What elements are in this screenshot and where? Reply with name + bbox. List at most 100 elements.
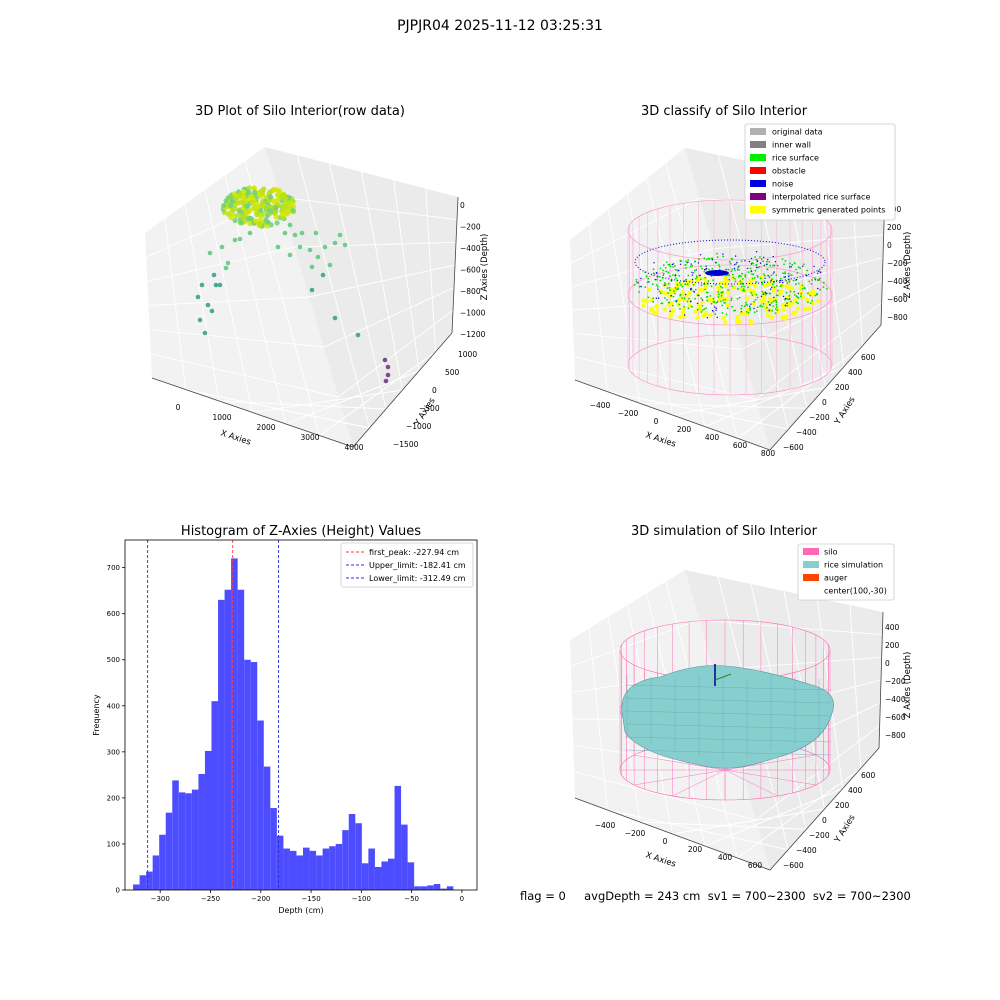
x-axis-label: X Axies (644, 430, 677, 449)
rice-surface-point (807, 301, 809, 304)
rice-surface-point (652, 297, 655, 300)
rice-surface-point (647, 296, 650, 299)
rice-surface-point (763, 274, 766, 277)
rice-surface-point (818, 277, 821, 280)
symmetric-point (785, 301, 790, 307)
symmetric-point (716, 286, 721, 292)
rice-surface-point (721, 304, 724, 307)
rice-surface-point (774, 312, 777, 315)
left-pane (145, 147, 353, 447)
noise-point (674, 274, 676, 277)
rice-surface-point (814, 294, 817, 297)
symmetric-point (698, 287, 703, 293)
z-tick-label: 200 (887, 223, 902, 232)
x-axis-label: X Axies (219, 428, 252, 447)
rice-surface-point (804, 287, 806, 290)
noise-point (763, 264, 766, 267)
silo-floor-spoke (724, 754, 816, 771)
rice-surface-point (735, 262, 738, 265)
noise-point (780, 279, 782, 282)
rice-surface-point (731, 273, 734, 276)
noise-point (695, 269, 697, 271)
rice-surface-point (811, 300, 814, 302)
legend-label: first_peak: -227.94 cm (369, 548, 459, 557)
rice-surface-point (684, 267, 687, 269)
rice-surface-point (768, 261, 771, 263)
x-tick-label: 4000 (344, 443, 363, 452)
rice-surface-point (822, 286, 825, 288)
noise-point (715, 309, 717, 311)
rice-surface-point (773, 286, 776, 289)
rice-surface-point (739, 280, 742, 283)
rice-surface-point (759, 256, 761, 258)
z-tick-label: 400 (885, 623, 900, 632)
rice-surface-point (728, 261, 731, 263)
rice-surface-point (794, 294, 796, 296)
rice-surface-point (809, 302, 812, 305)
symmetric-point (647, 287, 652, 293)
rice-surface-point (705, 307, 707, 310)
noise-point (687, 261, 689, 263)
noise-point (786, 302, 788, 304)
rice-surface-point (727, 268, 730, 271)
rice-surface-point (669, 265, 672, 268)
rice-surface-point (745, 301, 747, 304)
noise-point (640, 277, 642, 280)
symmetric-point (802, 306, 808, 312)
data-point (259, 189, 265, 195)
rice-surface-point (785, 298, 788, 300)
axis-line (878, 611, 884, 749)
symmetric-point (725, 302, 730, 308)
symmetric-point (700, 299, 705, 305)
rice-surface-point (664, 283, 667, 286)
data-point (263, 217, 269, 223)
legend-box (340, 542, 474, 588)
rice-surface-point (678, 274, 681, 277)
symmetric-point (770, 315, 775, 320)
data-point (209, 308, 215, 314)
data-point (254, 212, 260, 218)
x-tick-label: −400 (595, 821, 616, 830)
rice-surface-point (775, 274, 778, 276)
histogram-bar (165, 812, 173, 890)
rice-surface-point (754, 298, 757, 301)
rice-surface-point (726, 307, 729, 310)
y-tick-label: −400 (796, 846, 817, 855)
data-point (337, 232, 343, 238)
noise-point (691, 274, 694, 276)
rice-surface-point (807, 292, 809, 295)
z-tick-label: −800 (460, 287, 481, 296)
noise-point (813, 265, 815, 268)
noise-point (756, 266, 758, 269)
x-axis-label: Depth (cm) (278, 906, 323, 915)
rice-surface-point (814, 277, 816, 279)
grid-line (319, 351, 436, 436)
rice-surface-point (775, 303, 778, 306)
rice-surface-point (741, 305, 743, 307)
rice-surface-point (795, 283, 797, 286)
rice-surface-point (756, 306, 759, 309)
histogram-bar (433, 884, 441, 890)
rice-surface-point (775, 285, 778, 287)
rice-surface-point (653, 272, 655, 275)
histogram-bar (427, 885, 434, 890)
data-point (289, 200, 295, 206)
noise-point (691, 271, 693, 274)
z-axis-label: Z Axies (Depth) (480, 234, 490, 301)
x-tick-label: 800 (761, 449, 776, 458)
data-point (382, 357, 388, 363)
noise-point (767, 259, 769, 261)
data-point (290, 208, 296, 214)
noise-point (637, 282, 639, 284)
symmetric-point (735, 314, 740, 320)
data-point (232, 237, 238, 243)
rice-surface-point (727, 289, 729, 291)
symmetric-point (795, 306, 801, 311)
rice-surface-point (646, 281, 649, 284)
rice-surface-point (761, 290, 764, 293)
data-point (258, 207, 264, 213)
z-tick-label: −800 (885, 731, 906, 740)
histogram-bar (198, 773, 205, 890)
z-tick-label: −200 (885, 677, 906, 686)
